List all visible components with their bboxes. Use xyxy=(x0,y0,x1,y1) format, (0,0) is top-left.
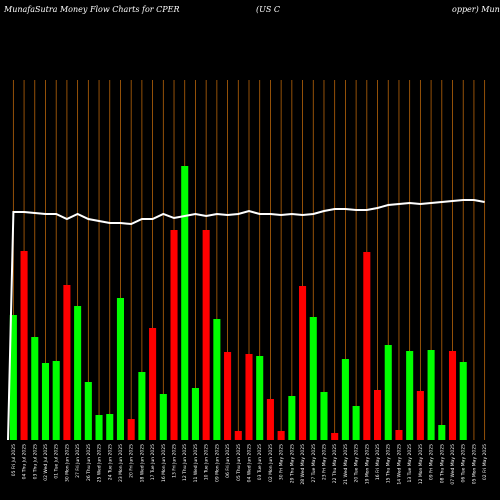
flow-bar xyxy=(341,359,349,440)
price-line xyxy=(7,199,485,441)
flow-bar xyxy=(181,166,189,440)
x-tick-label: 30 Mon Jun 2025 xyxy=(64,444,70,482)
flow-bar xyxy=(256,356,264,440)
x-tick-label: 02 Mon Jun 2025 xyxy=(268,444,274,482)
x-tick-label: 29 Thu May 2025 xyxy=(289,444,295,483)
flow-bar xyxy=(448,351,457,440)
x-tick-label: 05 Fri Jul 2025 xyxy=(11,444,17,476)
flow-bar xyxy=(52,361,60,440)
x-tick-label: 02 Fri May 2025 xyxy=(482,444,488,480)
x-tick-label: 04 Thu Jul 2025 xyxy=(22,444,28,479)
flow-bar xyxy=(213,319,221,440)
x-tick-label: 05 Mon May 2025 xyxy=(471,444,477,484)
flow-bar xyxy=(234,431,242,440)
flow-bar xyxy=(9,315,17,440)
x-tick-label: 30 Fri May 2025 xyxy=(279,444,285,480)
x-tick-label: 06 Tue May 2025 xyxy=(461,444,467,483)
x-tick-label: 12 Mon May 2025 xyxy=(418,444,424,484)
x-tick-label: 06 Fri Jun 2025 xyxy=(225,444,231,478)
flow-bar xyxy=(299,286,307,440)
flow-bar xyxy=(373,390,382,440)
flow-bar xyxy=(63,285,71,440)
flow-bar xyxy=(245,354,253,440)
flow-bar xyxy=(427,350,435,440)
x-tick-label: 07 Wed May 2025 xyxy=(450,444,456,485)
flow-bar xyxy=(438,425,446,440)
flow-bar xyxy=(309,317,317,440)
x-tick-labels: 05 Fri Jul 2025 04 Thu Jul 2025 03 Thu Jul… xyxy=(11,444,488,485)
x-tick-label: 20 Tue May 2025 xyxy=(354,444,360,483)
flow-bar xyxy=(127,419,135,440)
x-tick-label: 17 Tue Jun 2025 xyxy=(150,444,156,480)
x-tick-label: 15 Thu May 2025 xyxy=(386,444,392,483)
x-tick-label: 20 Fri Jun 2025 xyxy=(129,444,135,478)
flow-bar xyxy=(41,363,50,440)
flow-bar xyxy=(149,328,157,440)
flow-bar xyxy=(138,372,146,440)
x-tick-label: 23 Fri May 2025 xyxy=(321,444,327,480)
x-tick-label: 12 Thu Jun 2025 xyxy=(182,444,188,481)
flow-bar xyxy=(95,415,103,440)
flow-bar xyxy=(31,337,39,440)
x-tick-label: 16 Fri May 2025 xyxy=(375,444,381,480)
x-tick-label: 01 Tue Jul 2025 xyxy=(54,444,60,479)
x-tick-label: 16 Mon Jun 2025 xyxy=(161,444,167,482)
x-tick-label: 28 Wed May 2025 xyxy=(300,444,306,485)
chart-title: MunafaSutra Money Flow Charts for CPER xyxy=(3,5,180,14)
x-tick-label: 14 Wed May 2025 xyxy=(396,444,402,485)
chart-subtitle-right: opper) Mun xyxy=(452,5,500,14)
flow-bar xyxy=(159,394,167,440)
x-tick-label: 19 Mon May 2025 xyxy=(364,444,370,484)
flow-bar xyxy=(224,352,232,440)
x-tick-label: 18 Wed Jun 2025 xyxy=(139,444,145,482)
x-tick-label: 03 Thu Jul 2025 xyxy=(32,444,38,479)
x-tick-label: 03 Tue Jun 2025 xyxy=(257,444,263,480)
flow-bar xyxy=(20,251,28,440)
flow-bar xyxy=(363,252,371,440)
x-tick-label: 27 Tue May 2025 xyxy=(311,444,317,483)
x-tick-label: 13 Tue May 2025 xyxy=(407,444,413,483)
flow-bar xyxy=(395,430,403,440)
x-tick-label: 27 Fri Jun 2025 xyxy=(75,444,81,478)
flow-bar xyxy=(331,433,339,440)
x-tick-label: 02 Wed Jul 2025 xyxy=(43,444,49,481)
x-tick-label: 08 Thu May 2025 xyxy=(439,444,445,483)
flow-bar xyxy=(352,406,360,440)
x-tick-label: 10 Tue Jun 2025 xyxy=(204,444,210,480)
x-tick-label: 09 Mon Jun 2025 xyxy=(214,444,220,482)
flow-bar xyxy=(416,391,424,440)
flow-bar xyxy=(384,345,392,440)
x-tick-label: 11 Wed Jun 2025 xyxy=(193,444,199,482)
bars xyxy=(9,166,467,440)
x-tick-label: 05 Thu Jun 2025 xyxy=(236,444,242,481)
flow-bar xyxy=(459,362,467,440)
x-tick-label: 09 Fri May 2025 xyxy=(429,444,435,480)
price-line-layer xyxy=(7,199,485,441)
flow-bar xyxy=(320,392,328,440)
x-tick-label: 23 Mon Jun 2025 xyxy=(118,444,124,482)
x-tick-label: 21 Wed May 2025 xyxy=(343,444,349,485)
flow-bar xyxy=(406,351,414,440)
flow-bar xyxy=(266,399,274,440)
x-tick-label: 24 Tue Jun 2025 xyxy=(107,444,113,480)
flow-bar xyxy=(277,431,285,440)
x-tick-label: 25 Wed Jun 2025 xyxy=(97,444,103,482)
flow-bar xyxy=(116,298,125,440)
flow-bar xyxy=(106,414,114,440)
x-tick-label: 26 Thu Jun 2025 xyxy=(86,444,92,481)
flow-bar xyxy=(202,230,210,440)
flow-bar xyxy=(74,306,82,440)
x-tick-label: 13 Fri Jun 2025 xyxy=(172,444,178,478)
x-tick-label: 04 Wed Jun 2025 xyxy=(247,444,253,482)
flow-bar xyxy=(170,230,178,440)
flow-bar xyxy=(84,382,92,440)
flow-bar xyxy=(191,388,199,440)
flow-bar xyxy=(288,396,296,440)
x-tick-label: 22 Thu May 2025 xyxy=(332,444,338,483)
chart-subtitle-left: (US C xyxy=(256,5,280,14)
